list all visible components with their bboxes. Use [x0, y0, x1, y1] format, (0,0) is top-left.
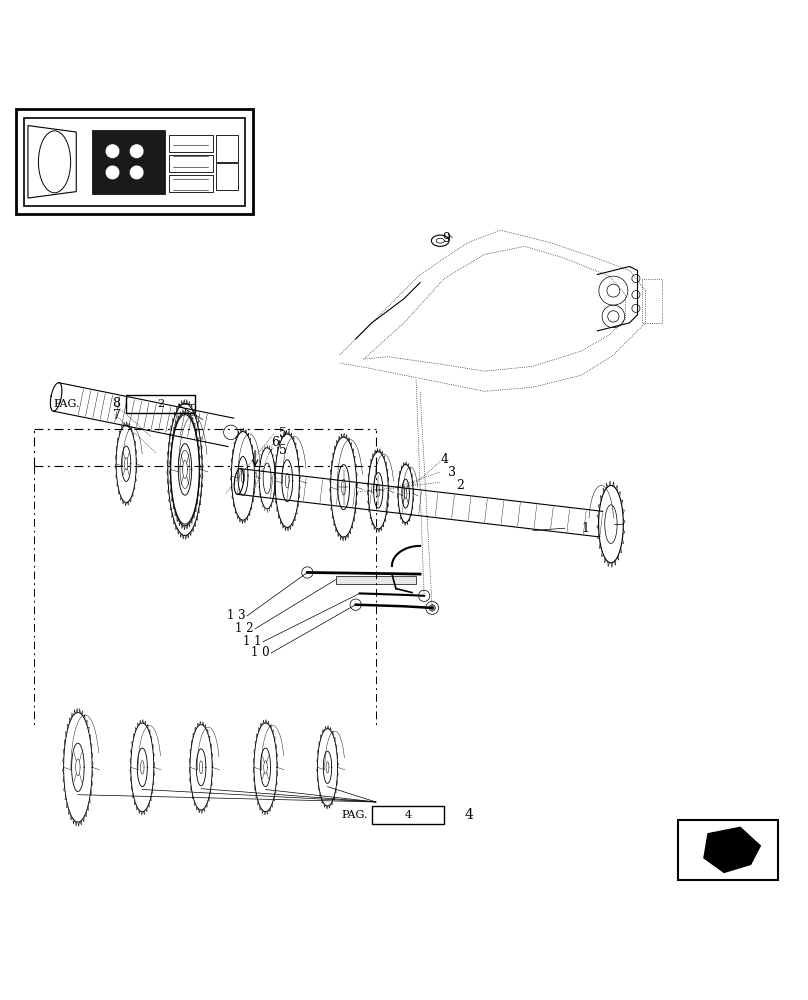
Bar: [16, 109, 254, 214]
Circle shape: [105, 165, 120, 180]
Text: 4: 4: [405, 810, 411, 820]
Polygon shape: [704, 827, 760, 872]
Text: 6: 6: [271, 436, 280, 449]
Circle shape: [429, 605, 436, 611]
Text: 8: 8: [112, 397, 120, 410]
Bar: [169, 175, 213, 192]
Bar: [92, 130, 165, 194]
Text: 1 3: 1 3: [227, 609, 246, 622]
Text: 2: 2: [457, 479, 465, 492]
Circle shape: [426, 601, 439, 614]
Bar: [126, 395, 195, 413]
Text: 1 2: 1 2: [235, 622, 254, 635]
Text: 7: 7: [112, 409, 120, 422]
Text: 4: 4: [465, 808, 473, 822]
Text: 5: 5: [280, 427, 287, 440]
Circle shape: [350, 599, 361, 610]
Bar: [24, 118, 246, 206]
Bar: [169, 155, 213, 172]
Text: 1 1: 1 1: [243, 635, 262, 648]
Text: 2: 2: [157, 399, 164, 409]
Bar: [372, 806, 444, 824]
Bar: [335, 576, 416, 584]
Circle shape: [129, 144, 144, 158]
Bar: [216, 163, 238, 190]
Text: PAG.: PAG.: [341, 810, 368, 820]
Circle shape: [129, 165, 144, 180]
Text: 1: 1: [581, 522, 589, 535]
Text: PAG.: PAG.: [54, 399, 80, 409]
Circle shape: [419, 590, 430, 601]
Text: 5: 5: [280, 444, 287, 457]
Bar: [169, 135, 213, 152]
Text: 4: 4: [440, 453, 448, 466]
Bar: [216, 135, 238, 162]
Text: 9: 9: [443, 232, 451, 245]
Text: 3: 3: [448, 466, 457, 479]
Circle shape: [105, 144, 120, 158]
Text: 1 0: 1 0: [251, 646, 270, 659]
Bar: [678, 820, 778, 880]
